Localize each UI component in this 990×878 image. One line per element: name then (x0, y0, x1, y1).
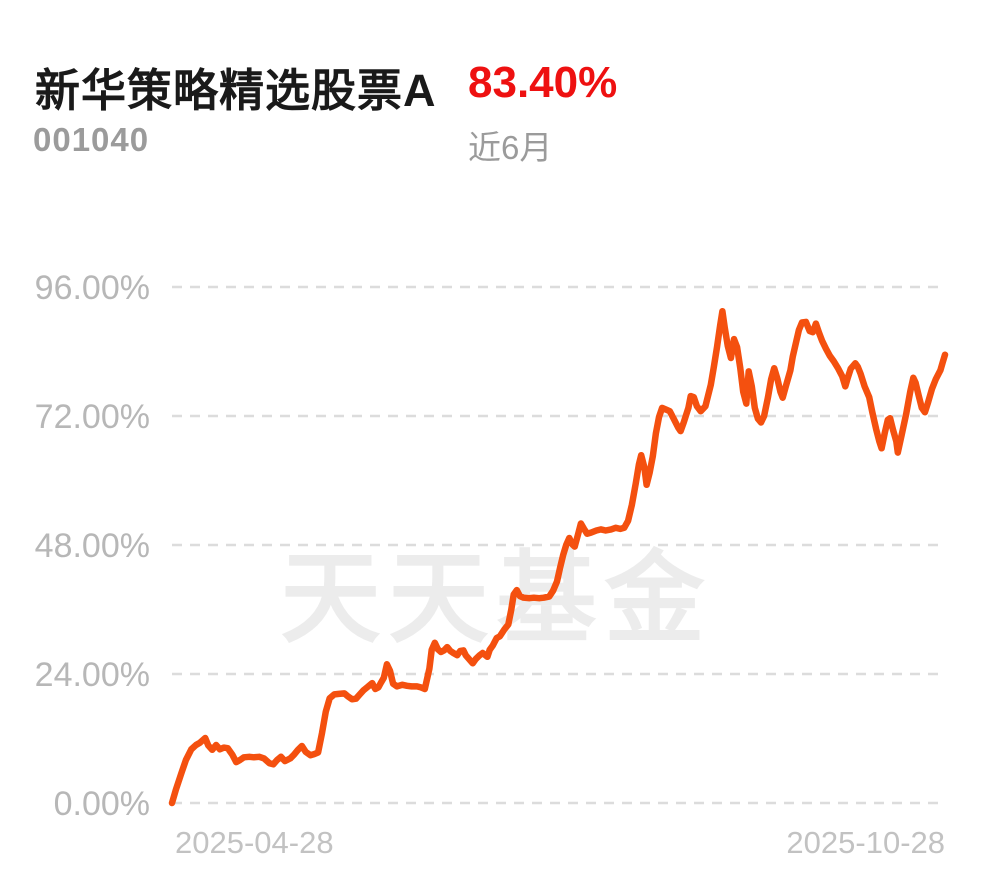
fund-code: 001040 (33, 121, 150, 158)
x-tick-label-start: 2025-04-28 (175, 825, 334, 860)
x-tick-label-end: 2025-10-28 (786, 825, 945, 860)
y-tick-label: 96.00% (35, 269, 150, 307)
y-tick-label: 0.00% (54, 785, 150, 823)
return-value: 83.40% (468, 58, 618, 107)
y-tick-label: 48.00% (35, 527, 150, 565)
period-label: 近6月 (468, 129, 553, 166)
y-tick-label: 24.00% (35, 656, 150, 694)
fund-name: 新华策略精选股票A (35, 65, 437, 116)
watermark-text: 天天基金 (281, 543, 713, 655)
y-tick-label: 72.00% (35, 398, 150, 436)
series-line (168, 307, 949, 807)
